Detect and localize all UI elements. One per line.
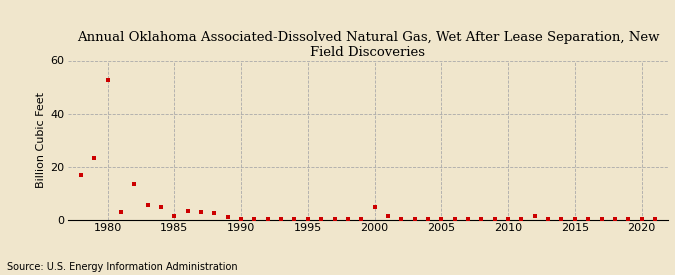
Y-axis label: Billion Cubic Feet: Billion Cubic Feet xyxy=(36,92,47,188)
Point xyxy=(222,215,233,219)
Point xyxy=(142,203,153,208)
Point xyxy=(129,182,140,186)
Point xyxy=(383,214,394,218)
Point xyxy=(570,217,580,221)
Point xyxy=(369,205,380,209)
Point xyxy=(623,217,634,222)
Point xyxy=(583,217,593,222)
Point xyxy=(289,217,300,221)
Point xyxy=(436,217,447,222)
Point xyxy=(503,217,514,222)
Point xyxy=(329,217,340,221)
Point xyxy=(342,217,353,221)
Point xyxy=(76,173,86,177)
Point xyxy=(356,217,367,221)
Point xyxy=(529,214,540,218)
Point xyxy=(462,217,473,222)
Point xyxy=(396,217,406,222)
Point xyxy=(610,217,620,222)
Point xyxy=(409,217,420,222)
Point xyxy=(89,155,100,160)
Point xyxy=(476,217,487,222)
Point xyxy=(196,210,207,214)
Point xyxy=(102,78,113,82)
Point xyxy=(115,210,126,214)
Point xyxy=(596,217,607,222)
Point xyxy=(263,217,273,221)
Point xyxy=(489,217,500,222)
Title: Annual Oklahoma Associated-Dissolved Natural Gas, Wet After Lease Separation, Ne: Annual Oklahoma Associated-Dissolved Nat… xyxy=(77,31,659,59)
Point xyxy=(249,217,260,221)
Point xyxy=(556,217,567,222)
Point xyxy=(649,217,660,222)
Point xyxy=(155,205,166,209)
Point xyxy=(275,217,286,221)
Point xyxy=(543,217,554,221)
Point xyxy=(316,217,327,221)
Point xyxy=(636,217,647,222)
Point xyxy=(516,217,526,222)
Point xyxy=(182,208,193,213)
Point xyxy=(209,211,220,216)
Point xyxy=(302,217,313,221)
Point xyxy=(423,217,433,222)
Point xyxy=(450,217,460,222)
Point xyxy=(169,214,180,218)
Point xyxy=(236,216,246,221)
Text: Source: U.S. Energy Information Administration: Source: U.S. Energy Information Administ… xyxy=(7,262,238,272)
